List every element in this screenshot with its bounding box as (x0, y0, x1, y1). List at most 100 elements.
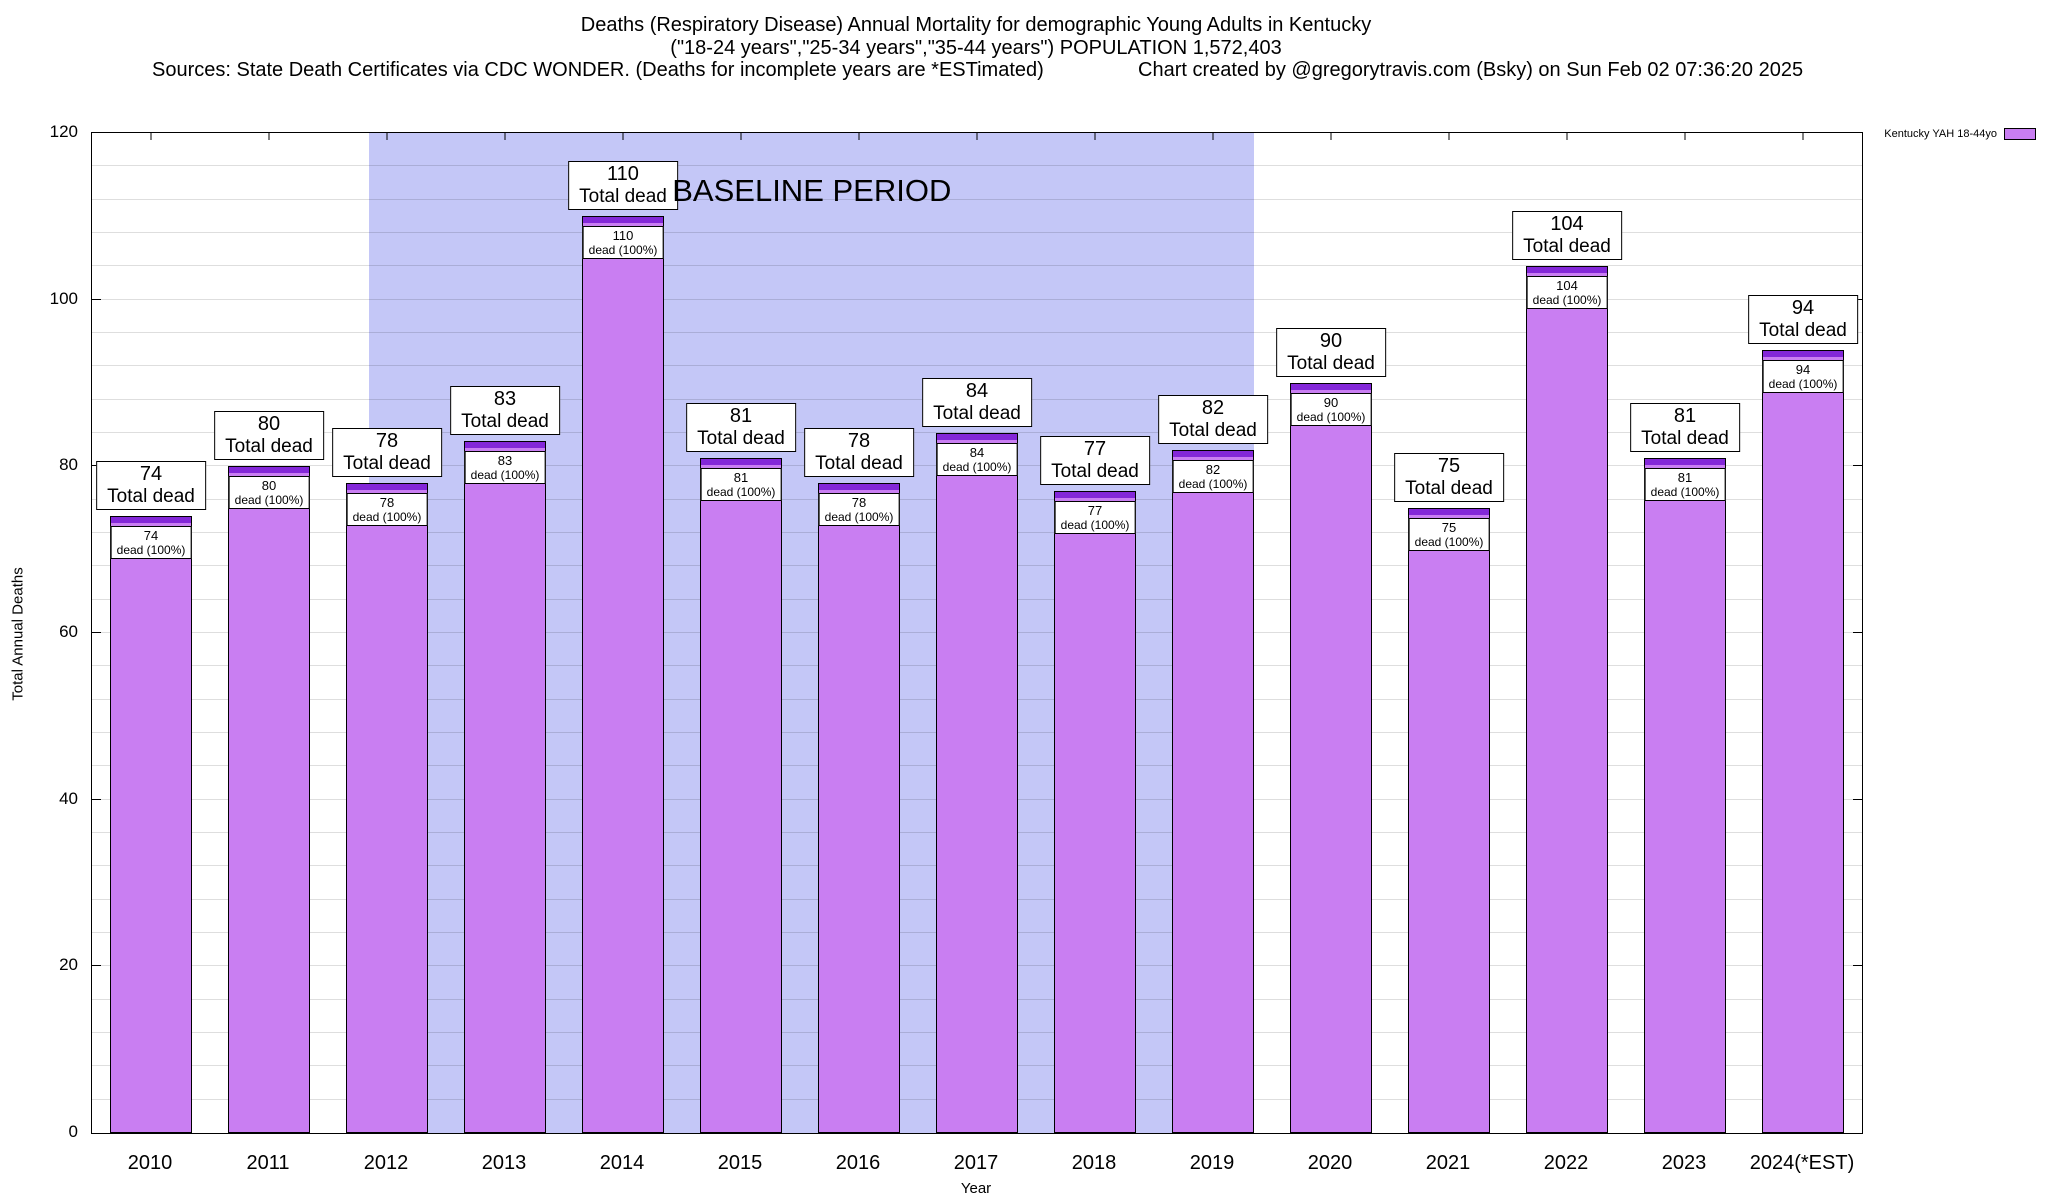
bar-top-label: 94 Total dead (1748, 294, 1858, 344)
x-tick-mark (858, 133, 860, 140)
bar-inner-text: dead (100%) (1532, 293, 1602, 308)
bar (1643, 458, 1727, 1133)
bar-inner-text: dead (100%) (1296, 410, 1366, 424)
x-axis-tick-labels: 2010 2011 2012 2013 2014 2015 2016 2017 2018 2019… (91, 1152, 1861, 1178)
gridline (92, 198, 1862, 200)
bar (935, 433, 1019, 1133)
bar-top-label: 75 Total dead (1394, 453, 1504, 502)
x-tick-label: 2018 (1071, 1152, 1117, 1174)
bar-top-text: Total dead (343, 453, 431, 474)
bar-inner-value: 82 (1205, 461, 1221, 477)
x-axis-title: Year (960, 1180, 992, 1197)
x-tick-mark (1566, 133, 1568, 140)
x-tick-label: 2017 (953, 1152, 999, 1174)
bar-top-value: 90 (1319, 330, 1343, 352)
bar-top-cap (1172, 450, 1254, 457)
bar-inner-label: 81 dead (100%) (1644, 468, 1726, 501)
credit-note: Chart created by @gregorytravis.com (Bsk… (1138, 59, 1804, 81)
y-tick-mark (1853, 465, 1862, 467)
bar-inner-text: dead (100%) (1178, 476, 1248, 491)
bar-top-cap (110, 517, 192, 524)
y-tick-mark (1853, 798, 1862, 800)
bar-top-cap (1290, 384, 1372, 390)
y-tick-mark (92, 798, 101, 800)
bar-inner-text: dead (100%) (116, 543, 186, 558)
bar-inner-text: dead (100%) (470, 468, 540, 483)
bar-inner-value: 83 (497, 453, 513, 469)
x-tick-label: 2014 (599, 1152, 645, 1174)
bar (817, 483, 901, 1133)
bar (227, 466, 311, 1133)
bar-inner-value: 78 (379, 495, 395, 510)
bar-top-label: 90 Total dead (1276, 328, 1386, 377)
x-tick-label: 2024(*EST) (1749, 1152, 1855, 1174)
bar-top-value: 75 (1437, 455, 1461, 477)
x-tick-mark (1802, 133, 1804, 140)
bar-top-value: 84 (965, 380, 989, 402)
bar-top-label: 84 Total dead (922, 378, 1032, 427)
bar-inner-label: 84 dead (100%) (936, 443, 1018, 476)
bar-top-text: Total dead (1523, 236, 1611, 258)
bar-inner-text: dead (100%) (352, 510, 422, 524)
bar-inner-label: 78 dead (100%) (346, 493, 428, 526)
bar (581, 216, 665, 1133)
bar-inner-label: 80 dead (100%) (228, 476, 310, 510)
legend-swatch (2004, 128, 2036, 140)
bar-inner-value: 74 (143, 528, 159, 544)
bar-inner-value: 81 (733, 470, 749, 485)
x-tick-mark (268, 133, 270, 140)
bar-inner-label: 90 dead (100%) (1290, 393, 1372, 426)
gridline (92, 165, 1862, 167)
bar-top-label: 110 Total dead (568, 161, 678, 211)
bar-top-cap (818, 484, 900, 490)
bar-top-label: 83 Total dead (450, 386, 560, 436)
bar-inner-value: 81 (1677, 470, 1693, 485)
bar-top-label: 81 Total dead (1630, 403, 1740, 452)
bar-top-cap (464, 442, 546, 449)
x-tick-mark (740, 133, 742, 140)
bar-inner-label: 104 dead (100%) (1526, 276, 1608, 310)
gridline (92, 298, 1862, 300)
bar-top-text: Total dead (225, 436, 313, 458)
baseline-period-label: BASELINE PERIOD (672, 173, 952, 208)
bar-top-cap (1054, 492, 1136, 499)
x-tick-label: 2023 (1661, 1152, 1707, 1174)
bar-inner-value: 84 (969, 445, 985, 460)
x-tick-mark (1094, 133, 1096, 140)
bar-top-label: 78 Total dead (332, 428, 442, 477)
bar-top-label: 104 Total dead (1512, 211, 1622, 261)
bar-top-cap (1526, 267, 1608, 274)
bar-top-value: 77 (1083, 438, 1107, 461)
bar-top-text: Total dead (697, 428, 785, 449)
bar-inner-text: dead (100%) (824, 510, 894, 524)
bar-inner-label: 94 dead (100%) (1762, 359, 1844, 393)
y-tick-label: 60 (59, 622, 78, 641)
bar-inner-text: dead (100%) (1414, 535, 1484, 549)
bar (1289, 383, 1373, 1133)
bar (109, 516, 193, 1133)
legend: Kentucky YAH 18-44yo (1884, 128, 2036, 140)
bar (699, 458, 783, 1133)
gridline (92, 432, 1862, 433)
bar-top-text: Total dead (1759, 319, 1847, 341)
bar-top-text: Total dead (1051, 461, 1139, 483)
bar-top-text: Total dead (107, 486, 195, 508)
bar-top-value: 83 (493, 388, 517, 411)
bar-top-label: 77 Total dead (1040, 436, 1150, 486)
bar (1053, 491, 1137, 1133)
chart-subtitle: ("18-24 years","25-34 years","35-44 year… (670, 37, 1282, 59)
bar-inner-label: 83 dead (100%) (464, 451, 546, 485)
x-tick-mark (386, 133, 388, 140)
bar-top-cap (346, 484, 428, 490)
bar-top-text: Total dead (1405, 478, 1493, 499)
bar-inner-label: 78 dead (100%) (818, 493, 900, 526)
bar-top-value: 82 (1201, 396, 1225, 419)
y-tick-mark (92, 965, 101, 967)
bar-inner-label: 74 dead (100%) (110, 526, 192, 560)
bar-inner-text: dead (100%) (588, 243, 658, 258)
bar-top-value: 104 (1550, 213, 1584, 236)
bar (1171, 449, 1255, 1133)
bar-top-cap (582, 217, 664, 224)
bar-top-label: 82 Total dead (1158, 394, 1268, 444)
